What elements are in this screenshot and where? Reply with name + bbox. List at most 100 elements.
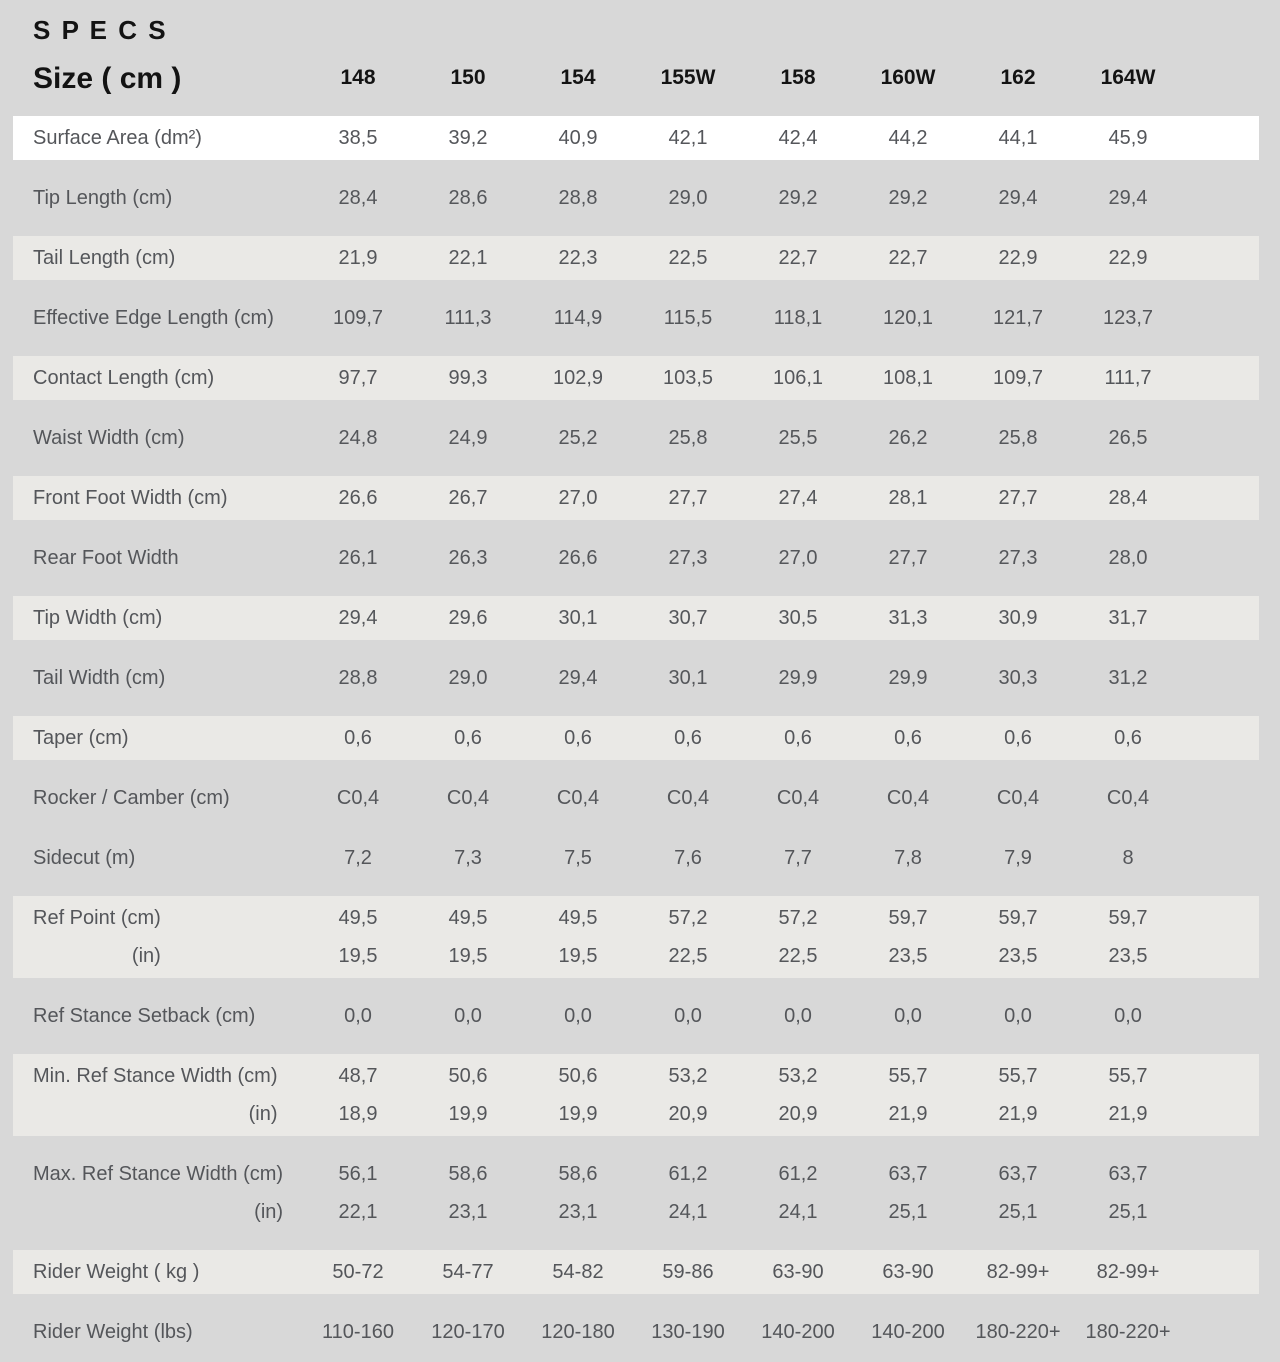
value-cell: 0,6 xyxy=(1114,726,1142,749)
value-primary: 49,5 xyxy=(338,907,378,929)
value-cell: 44,1 xyxy=(998,126,1038,149)
row-label-cell: Tail Width (cm) xyxy=(13,667,303,690)
value-cell: 29,9 xyxy=(778,666,818,689)
value-cell: 27,3 xyxy=(668,546,708,569)
value-primary: 63,7 xyxy=(1108,1163,1148,1185)
size-column-header: 155W xyxy=(660,66,716,89)
value-cell: 109,7 xyxy=(332,306,384,329)
value-cell: 49,5 19,5 xyxy=(413,899,523,975)
row-label-line1: Ref Stance Setback (cm) xyxy=(33,1004,256,1027)
size-column-header: 154 xyxy=(560,66,596,89)
row-label-cell: Rider Weight ( kg ) xyxy=(13,1261,303,1284)
row-label: Rider Weight (lbs) xyxy=(33,1321,193,1343)
value-cell: 49,5 19,5 xyxy=(523,899,633,975)
row-label-line1: Rider Weight ( kg ) xyxy=(33,1260,200,1283)
value-cell: 63,7 25,1 xyxy=(963,1155,1073,1231)
value-primary: 61,2 xyxy=(778,1163,818,1185)
value-cell: 27,7 xyxy=(668,486,708,509)
size-column-label: Size ( cm ) xyxy=(33,62,182,95)
value-cell: 121,7 xyxy=(992,306,1044,329)
value-cell: 114,9 xyxy=(553,306,603,329)
value-cell: 26,5 xyxy=(1108,426,1148,449)
value-primary: 57,2 xyxy=(668,907,708,929)
row-label: Rear Foot Width xyxy=(33,547,179,569)
row-label: Ref Point (cm) (in) xyxy=(33,899,161,975)
value-cell: 25,5 xyxy=(778,426,818,449)
value-secondary: 18,9 xyxy=(338,1103,378,1125)
table-row: Taper (cm) 0,6 0,6 0,6 0,6 0,6 0,6 0,6 0,6 xyxy=(13,708,1259,768)
value-primary: 56,1 xyxy=(338,1163,378,1185)
row-label-line2: (in) xyxy=(254,1201,284,1223)
value-cell: 28,0 xyxy=(1108,546,1148,569)
table-header-row: Size ( cm ) 148 150 154 155W 158 160W 162 164W xyxy=(13,48,1259,108)
value-cell: 0,6 xyxy=(564,726,592,749)
value-cell: 40,9 xyxy=(558,126,598,149)
page-title: S P E C S xyxy=(33,15,168,45)
table-row: Rider Weight (lbs) 110-160 120-170 120-180 1… xyxy=(13,1302,1259,1362)
row-label-line1: Taper (cm) xyxy=(33,726,129,749)
value-cell: C0,4 xyxy=(996,786,1040,809)
value-cell: 97,7 xyxy=(338,366,378,389)
row-label-line1: Tail Length (cm) xyxy=(33,246,176,269)
value-primary: 61,2 xyxy=(668,1163,708,1185)
value-cell: 58,6 23,1 xyxy=(523,1155,633,1231)
value-cell: 25,8 xyxy=(668,426,708,449)
value-cell: 31,2 xyxy=(1108,666,1148,689)
value-cell: 28,1 xyxy=(888,486,928,509)
value-cell: 59,7 23,5 xyxy=(1073,899,1183,975)
row-label: Effective Edge Length (cm) xyxy=(33,307,274,329)
value-cell: 49,5 19,5 xyxy=(303,899,413,975)
value-cell: 30,1 xyxy=(668,666,708,689)
value-primary: 50,6 xyxy=(448,1065,488,1087)
value-primary: 49,5 xyxy=(448,907,488,929)
value-primary: 55,7 xyxy=(998,1065,1038,1087)
value-cell: 110-160 xyxy=(322,1320,394,1343)
table-row: Sidecut (m) 7,2 7,3 7,5 7,6 7,7 7,8 7,9 8 xyxy=(13,828,1259,888)
value-secondary: 23,1 xyxy=(558,1201,598,1223)
row-label-cell: Surface Area (dm²) xyxy=(13,127,303,150)
value-cell: 26,3 xyxy=(448,546,488,569)
value-cell: C0,4 xyxy=(1106,786,1150,809)
value-cell: 29,9 xyxy=(888,666,928,689)
value-cell: 102,9 xyxy=(552,366,604,389)
table-row: Rocker / Camber (cm) C0,4 C0,4 C0,4 C0,4 C0,4… xyxy=(13,768,1259,828)
value-cell: 0,0 xyxy=(894,1004,922,1027)
row-label-cell: Ref Stance Setback (cm) xyxy=(13,1005,303,1028)
value-cell: 58,6 23,1 xyxy=(413,1155,523,1231)
value-cell: 55,7 21,9 xyxy=(1073,1057,1183,1133)
value-cell: 38,5 xyxy=(338,126,378,149)
value-cell: C0,4 xyxy=(336,786,380,809)
value-cell: 30,5 xyxy=(778,606,818,629)
table-row: Min. Ref Stance Width (cm) (in) 48,7 18,9 50… xyxy=(13,1046,1259,1144)
size-column-header: 162 xyxy=(1000,66,1036,89)
value-cell: 130-190 xyxy=(651,1320,725,1343)
value-cell: 61,2 24,1 xyxy=(743,1155,853,1231)
value-cell: 27,0 xyxy=(778,546,818,569)
row-label-line1: Min. Ref Stance Width (cm) xyxy=(33,1065,278,1087)
value-secondary: 23,1 xyxy=(448,1201,488,1223)
table-row: Tip Width (cm) 29,4 29,6 30,1 30,7 30,5 31,3 30… xyxy=(13,588,1259,648)
row-label-line1: Sidecut (m) xyxy=(33,846,136,869)
value-cell: 30,1 xyxy=(558,606,598,629)
row-label-line1: Ref Point (cm) xyxy=(33,907,161,929)
value-primary: 58,6 xyxy=(448,1163,488,1185)
value-secondary: 24,1 xyxy=(778,1201,818,1223)
value-cell: 180-220+ xyxy=(1085,1320,1171,1343)
value-cell: 0,0 xyxy=(564,1004,592,1027)
value-cell: C0,4 xyxy=(556,786,600,809)
value-secondary: 23,5 xyxy=(1108,945,1148,967)
value-cell: 115,5 xyxy=(663,306,713,329)
value-cell: 0,0 xyxy=(674,1004,702,1027)
value-cell: 55,7 21,9 xyxy=(853,1057,963,1133)
value-secondary: 25,1 xyxy=(888,1201,928,1223)
row-label: Max. Ref Stance Width (cm) (in) xyxy=(33,1155,283,1231)
value-cell: 53,2 20,9 xyxy=(633,1057,743,1133)
value-cell: 28,6 xyxy=(448,186,488,209)
table-row: Rear Foot Width 26,1 26,3 26,6 27,3 27,0 27,7 2… xyxy=(13,528,1259,588)
value-cell: 111,7 xyxy=(1104,366,1152,389)
value-cell: 22,5 xyxy=(668,246,708,269)
row-label-line1: Rocker / Camber (cm) xyxy=(33,786,230,809)
value-cell: 0,6 xyxy=(1004,726,1032,749)
value-cell: 57,2 22,5 xyxy=(743,899,853,975)
value-primary: 63,7 xyxy=(998,1163,1038,1185)
